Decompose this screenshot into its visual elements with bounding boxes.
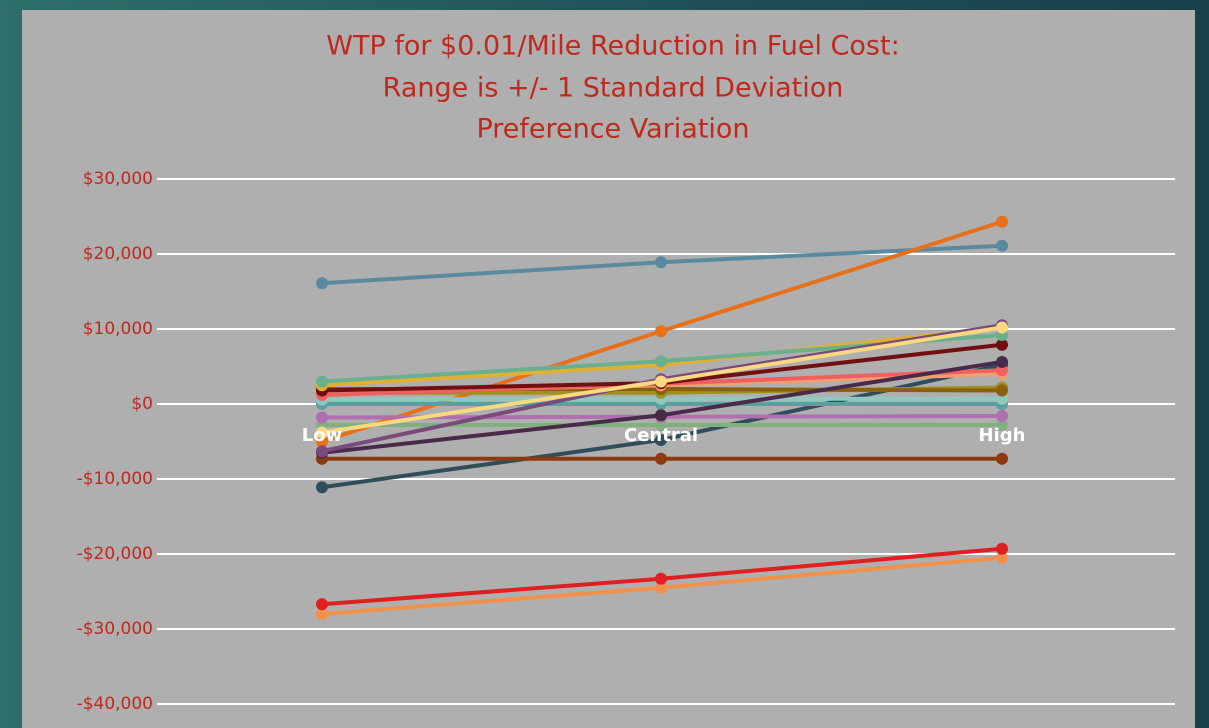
data-point [655,434,667,446]
data-point [655,355,667,368]
data-point [996,452,1008,465]
data-point [316,598,328,611]
data-point [996,410,1008,422]
data-point [655,325,667,338]
y-tick-label: -$30,000 [77,619,153,639]
data-point [996,392,1008,405]
chart-title: Range is +/- 1 Standard Deviation [383,73,844,104]
data-point [316,277,328,290]
data-point [316,608,328,620]
chart-title: WTP for $0.01/Mile Reduction in Fuel Cos… [326,31,899,62]
data-point [996,384,1008,397]
y-tick-label: $0 [131,394,153,414]
x-tick-label: Low [302,425,342,446]
y-tick-label: -$20,000 [77,544,153,564]
data-point [996,321,1008,334]
y-tick-label: -$10,000 [77,469,153,489]
data-point [316,445,328,458]
data-point [655,256,667,269]
x-tick-label: Central [624,425,698,446]
data-point [316,481,328,494]
data-point [996,542,1008,555]
y-tick-label: $30,000 [83,169,153,189]
data-point [655,375,667,388]
x-tick-label: High [979,425,1026,446]
data-point [655,581,667,594]
data-point [655,452,667,465]
data-point [996,356,1008,368]
data-point [996,338,1008,351]
y-tick-label: -$40,000 [77,694,153,714]
data-point [316,426,328,439]
y-tick-label: $10,000 [83,319,153,339]
data-point [996,239,1008,252]
chart-title: Preference Variation [476,114,749,145]
data-point [996,215,1008,228]
data-point [316,411,328,424]
data-point [996,551,1008,564]
data-point [316,435,328,448]
data-point [655,409,667,422]
data-point [996,364,1008,377]
data-point [996,419,1008,431]
data-point [316,375,328,388]
y-tick-label: $20,000 [83,244,153,264]
data-point [655,419,667,431]
data-point [655,572,667,585]
